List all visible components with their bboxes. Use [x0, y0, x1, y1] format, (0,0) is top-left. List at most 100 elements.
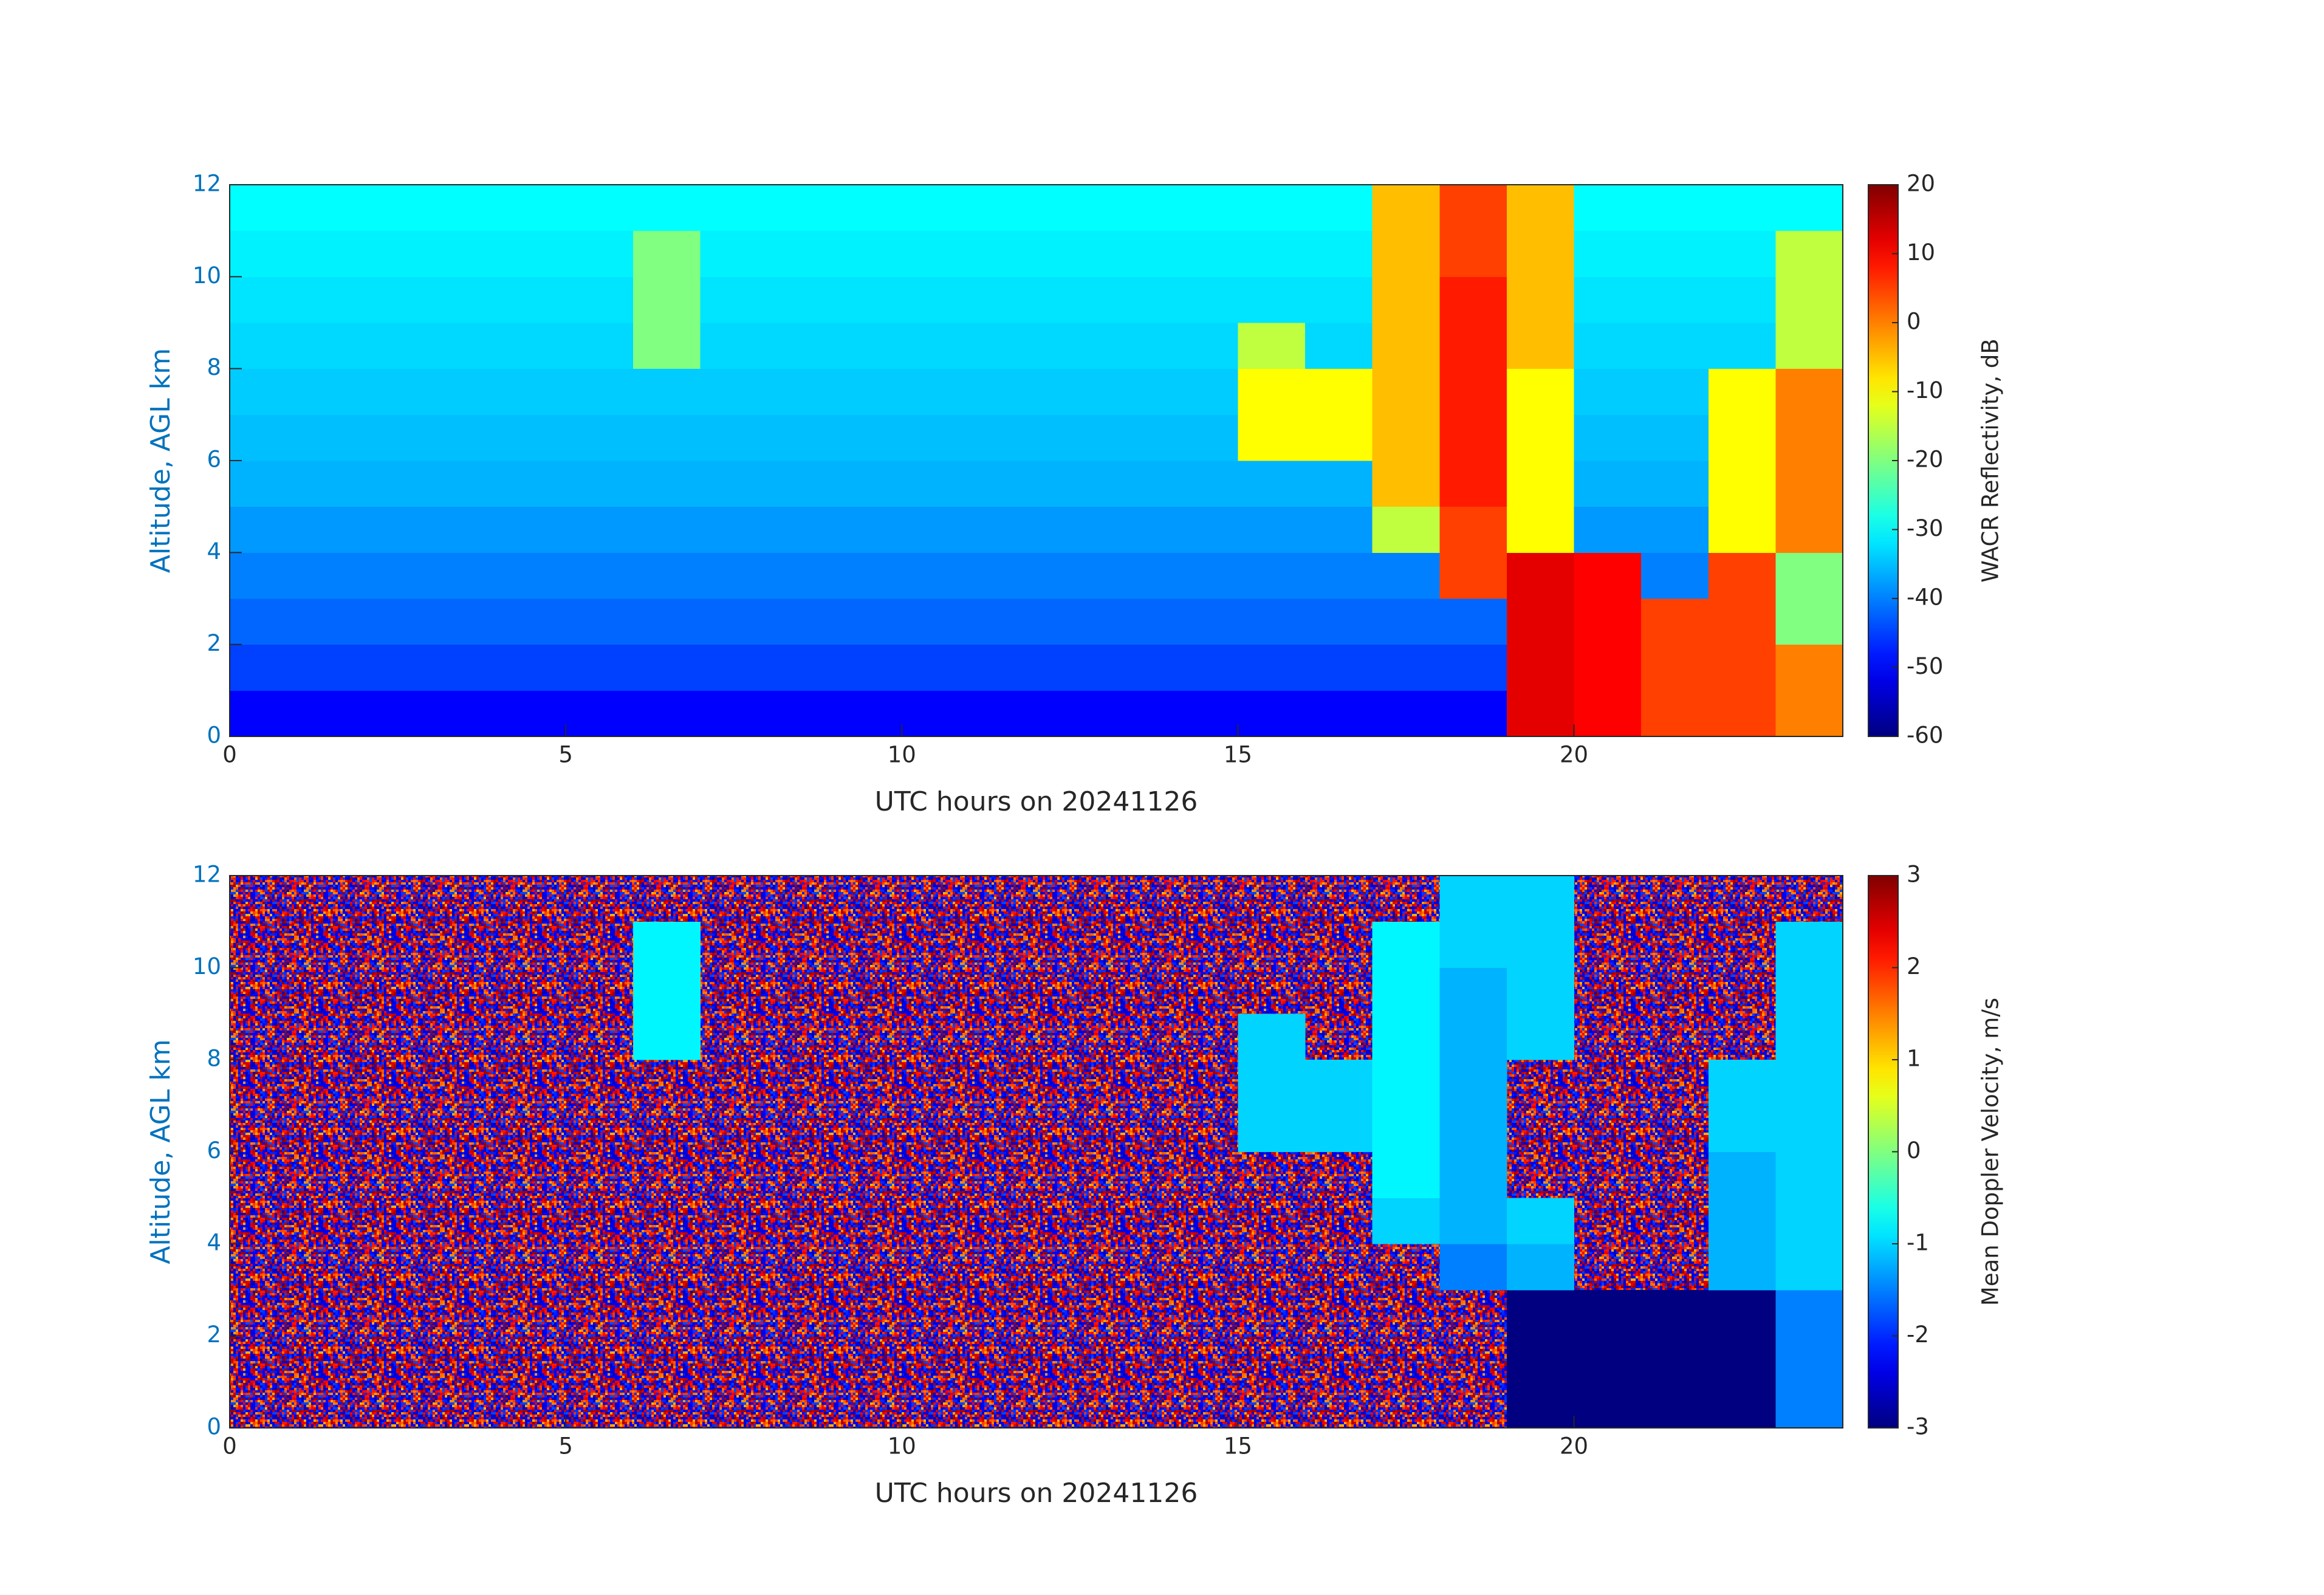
heatmap-cell	[700, 230, 768, 277]
heatmap-cell	[632, 1014, 701, 1060]
heatmap-cell	[834, 185, 902, 232]
heatmap-cell	[1305, 368, 1373, 415]
y-tick-label: 10	[193, 262, 221, 289]
heatmap-cell	[1506, 1289, 1574, 1336]
heatmap-cell	[1372, 1198, 1440, 1244]
x-tick-label: 15	[1224, 742, 1252, 768]
colorbar-tick-label: 1	[1907, 1046, 1921, 1072]
heatmap-cell	[1372, 276, 1440, 323]
heatmap-cell	[1506, 230, 1574, 277]
heatmap-cell	[1372, 230, 1440, 277]
heatmap-cell	[1708, 552, 1776, 599]
heatmap-cell	[1036, 276, 1104, 323]
colorbar-tick-label: -2	[1907, 1322, 1929, 1348]
heatmap-cell	[1574, 1382, 1642, 1429]
heatmap-cell	[1170, 185, 1238, 232]
heatmap-cell	[1506, 1382, 1574, 1429]
heatmap-cell	[632, 552, 701, 599]
heatmap-cell	[1506, 967, 1574, 1014]
heatmap-cell	[1775, 1289, 1843, 1336]
colorbar-tick-label: 0	[1907, 1137, 1921, 1164]
heatmap-cell	[296, 276, 365, 323]
heatmap-cell	[230, 368, 298, 415]
heatmap-cell	[767, 599, 835, 645]
heatmap-cell	[230, 276, 298, 323]
heatmap-cell	[700, 506, 768, 553]
heatmap-cell	[296, 368, 365, 415]
heatmap-cell	[1506, 368, 1574, 415]
heatmap-cell	[902, 599, 970, 645]
y-tick-label: 2	[207, 1322, 221, 1348]
heatmap-cell	[431, 690, 499, 737]
heatmap-cell	[566, 599, 634, 645]
heatmap-cell	[1708, 461, 1776, 507]
heatmap-cell	[296, 506, 365, 553]
heatmap-cell	[1641, 1336, 1709, 1382]
heatmap-cell	[566, 644, 634, 691]
heatmap-cell	[700, 368, 768, 415]
heatmap-cell	[1506, 599, 1574, 645]
heatmap-cell	[1775, 323, 1843, 369]
heatmap-cell	[498, 368, 566, 415]
heatmap-cell	[1439, 599, 1507, 645]
x-tick-label: 20	[1560, 742, 1588, 768]
heatmap-cell	[1641, 230, 1709, 277]
heatmap-cell	[767, 276, 835, 323]
heatmap-cell	[296, 690, 365, 737]
heatmap-cell	[1439, 690, 1507, 737]
y-tick-label: 10	[193, 953, 221, 979]
heatmap-cell	[632, 644, 701, 691]
y-tick-label: 8	[207, 1046, 221, 1072]
heatmap-cell	[632, 230, 701, 277]
heatmap-cell	[1103, 690, 1171, 737]
heatmap-cell	[1238, 185, 1306, 232]
heatmap-cell	[1036, 368, 1104, 415]
heatmap-cell	[1574, 599, 1642, 645]
heatmap-cell	[1439, 185, 1507, 232]
heatmap-cell	[902, 230, 970, 277]
heatmap-cell	[1641, 1289, 1709, 1336]
heatmap-cell	[1574, 644, 1642, 691]
heatmap-cell	[230, 599, 298, 645]
heatmap-cell	[364, 644, 432, 691]
heatmap-cell	[1641, 414, 1709, 461]
heatmap-cell	[1708, 276, 1776, 323]
heatmap-cell	[834, 599, 902, 645]
heatmap-cell	[1372, 921, 1440, 968]
x-tick-label: 10	[888, 742, 916, 768]
heatmap-cell	[498, 185, 566, 232]
heatmap-cell	[1775, 967, 1843, 1014]
heatmap-cell	[1036, 690, 1104, 737]
x-tick-label: 0	[222, 1433, 237, 1460]
y-tick-label: 12	[193, 171, 221, 197]
heatmap-cell	[1708, 1289, 1776, 1336]
y-tick-label: 6	[207, 447, 221, 473]
heatmap-cell	[834, 506, 902, 553]
heatmap-cell	[834, 323, 902, 369]
heatmap-cell	[700, 185, 768, 232]
heatmap-cell	[498, 323, 566, 369]
heatmap-cell	[767, 644, 835, 691]
heatmap-cell	[1170, 690, 1238, 737]
heatmap-cell	[566, 368, 634, 415]
x-tick-label: 15	[1224, 1433, 1252, 1460]
heatmap-cell	[1775, 1198, 1843, 1244]
heatmap-cell	[1305, 461, 1373, 507]
heatmap-cell	[431, 599, 499, 645]
heatmap-cell	[1641, 1382, 1709, 1429]
heatmap-cell	[364, 552, 432, 599]
heatmap-cell	[230, 185, 298, 232]
colorbar-tick-label: 2	[1907, 953, 1921, 979]
heatmap-cell	[1372, 690, 1440, 737]
heatmap-cell	[230, 414, 298, 461]
colorbar-tick-label: 10	[1907, 239, 1935, 266]
heatmap-cell	[1775, 921, 1843, 968]
heatmap-cell	[1574, 368, 1642, 415]
heatmap-cell	[296, 461, 365, 507]
heatmap-cell	[1305, 276, 1373, 323]
heatmap-cell	[834, 552, 902, 599]
heatmap-cell	[1775, 644, 1843, 691]
heatmap-cell	[1103, 185, 1171, 232]
heatmap-cell	[1372, 323, 1440, 369]
